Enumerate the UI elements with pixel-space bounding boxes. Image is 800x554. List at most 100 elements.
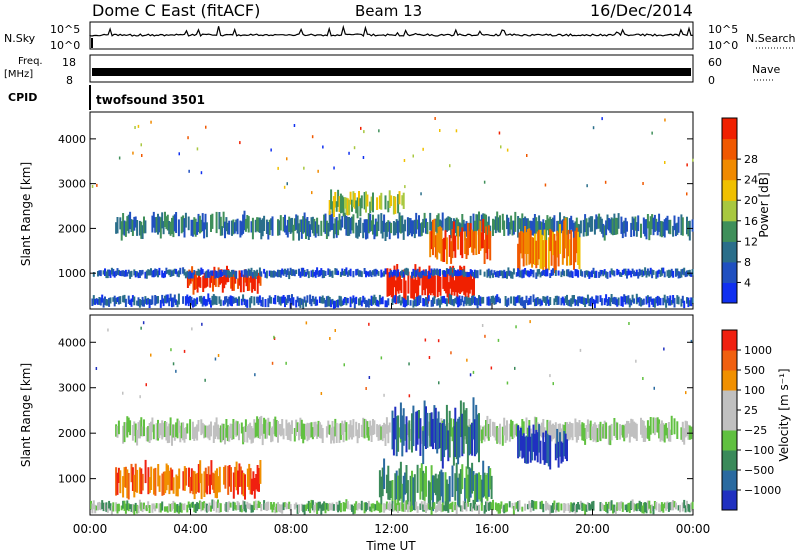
data-cell bbox=[147, 501, 150, 508]
data-cell bbox=[462, 269, 465, 277]
data-cell bbox=[536, 422, 539, 437]
data-cell bbox=[282, 269, 285, 276]
data-cell bbox=[328, 200, 331, 215]
data-cell bbox=[122, 500, 125, 509]
data-cell bbox=[246, 274, 249, 291]
data-cell bbox=[663, 424, 666, 443]
data-cell bbox=[633, 218, 635, 237]
data-cell bbox=[144, 220, 147, 234]
data-cell bbox=[600, 298, 603, 306]
data-cell bbox=[475, 504, 478, 511]
data-cell bbox=[448, 410, 451, 458]
data-cell bbox=[171, 424, 173, 446]
data-cell bbox=[366, 194, 369, 207]
data-cell bbox=[532, 424, 535, 452]
data-cell bbox=[344, 502, 346, 512]
data-cell bbox=[480, 429, 483, 444]
data-cell bbox=[623, 268, 626, 274]
data-cell bbox=[476, 414, 479, 453]
data-cell bbox=[99, 502, 102, 511]
data-cell bbox=[434, 235, 437, 258]
data-cell bbox=[556, 428, 559, 458]
data-cell bbox=[201, 297, 204, 307]
data-cell bbox=[321, 270, 324, 279]
data-cell bbox=[570, 423, 573, 438]
data-cell bbox=[327, 268, 330, 275]
scatter-cell bbox=[196, 147, 199, 151]
data-cell bbox=[401, 215, 404, 233]
data-cell bbox=[549, 420, 552, 437]
colorbar-tick-label: 1000 bbox=[744, 344, 772, 357]
data-cell bbox=[171, 217, 173, 234]
data-cell bbox=[483, 472, 486, 497]
data-cell bbox=[486, 221, 489, 240]
data-cell bbox=[512, 296, 515, 306]
data-cell bbox=[286, 295, 289, 304]
data-cell bbox=[429, 413, 432, 447]
data-cell bbox=[535, 501, 538, 510]
data-cell bbox=[133, 216, 136, 231]
data-cell bbox=[292, 224, 295, 241]
data-cell bbox=[323, 214, 326, 233]
data-cell bbox=[540, 422, 543, 438]
data-cell bbox=[478, 295, 480, 305]
data-cell bbox=[240, 270, 243, 277]
scatter-cell bbox=[353, 146, 356, 150]
data-cell bbox=[196, 221, 199, 235]
data-cell bbox=[621, 269, 624, 275]
data-cell bbox=[311, 269, 314, 278]
data-cell bbox=[394, 295, 397, 304]
data-cell bbox=[148, 423, 151, 443]
data-cell bbox=[328, 297, 331, 307]
data-cell bbox=[356, 503, 359, 511]
data-cell bbox=[144, 459, 147, 484]
data-cell bbox=[279, 504, 282, 513]
data-cell bbox=[667, 298, 670, 306]
data-cell bbox=[514, 296, 517, 306]
scatter-cell bbox=[96, 183, 98, 187]
data-cell bbox=[573, 295, 575, 303]
data-cell bbox=[528, 270, 531, 278]
data-cell bbox=[194, 503, 197, 513]
data-cell bbox=[593, 219, 596, 235]
data-cell bbox=[401, 195, 404, 206]
data-cell bbox=[579, 220, 582, 234]
data-cell bbox=[123, 500, 126, 511]
data-cell bbox=[602, 424, 605, 439]
data-cell bbox=[399, 402, 402, 439]
data-cell bbox=[687, 297, 690, 308]
data-cell bbox=[399, 215, 402, 234]
data-cell bbox=[387, 425, 390, 444]
data-cell bbox=[663, 294, 666, 303]
scatter-cell bbox=[200, 171, 203, 175]
data-cell bbox=[649, 296, 652, 302]
data-cell bbox=[651, 269, 654, 279]
data-cell bbox=[440, 227, 443, 262]
data-cell bbox=[285, 225, 288, 235]
data-cell bbox=[452, 221, 455, 252]
data-cell bbox=[598, 271, 601, 278]
data-cell bbox=[330, 427, 333, 444]
data-cell bbox=[198, 215, 201, 234]
data-cell bbox=[468, 427, 471, 456]
data-cell bbox=[450, 269, 453, 296]
data-cell bbox=[358, 191, 360, 207]
data-cell bbox=[538, 215, 541, 232]
data-cell bbox=[482, 219, 485, 249]
data-cell bbox=[193, 504, 196, 513]
data-cell bbox=[430, 230, 433, 250]
data-cell bbox=[127, 295, 130, 304]
data-cell bbox=[198, 296, 201, 302]
data-cell bbox=[402, 298, 405, 307]
data-cell bbox=[529, 230, 532, 264]
scatter-cell bbox=[283, 185, 286, 189]
data-cell bbox=[367, 271, 370, 277]
data-cell bbox=[451, 427, 454, 442]
data-cell bbox=[229, 271, 232, 277]
data-cell bbox=[526, 218, 529, 232]
data-cell bbox=[522, 218, 525, 234]
data-cell bbox=[612, 270, 614, 276]
data-cell bbox=[635, 293, 638, 305]
data-cell bbox=[546, 502, 549, 510]
data-cell bbox=[429, 502, 432, 511]
